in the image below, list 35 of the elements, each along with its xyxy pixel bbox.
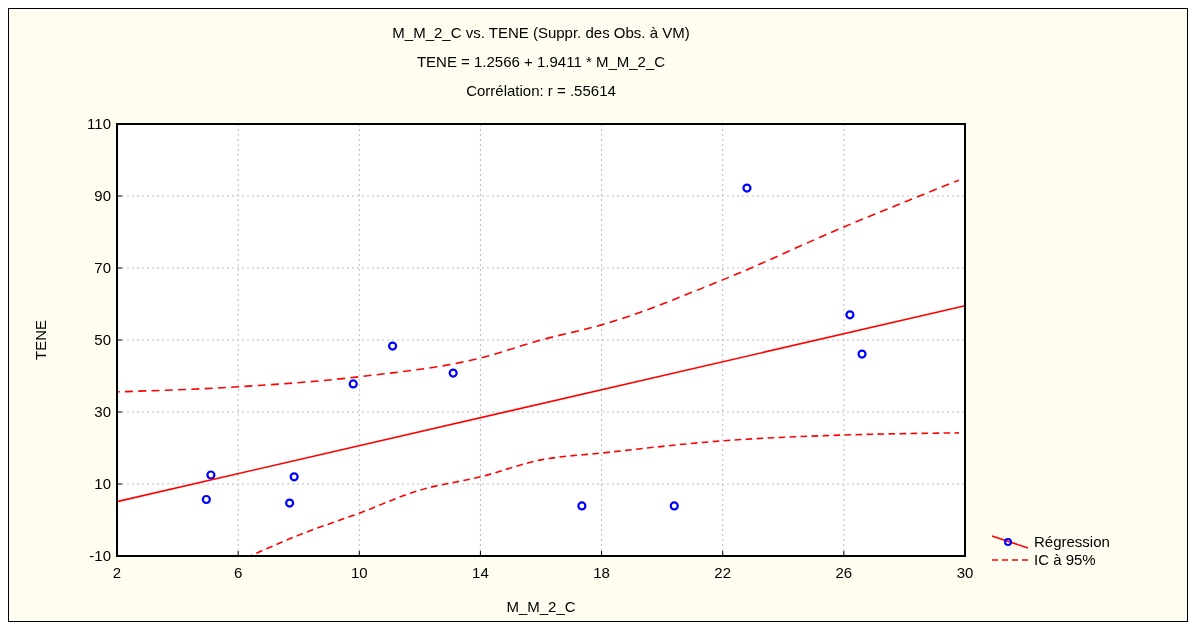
x-tick-label: 22 <box>714 564 732 581</box>
x-tick-label: 26 <box>835 564 853 581</box>
point <box>857 349 867 359</box>
y-tick-label: 50 <box>94 331 111 348</box>
point <box>669 501 679 511</box>
y-tick-label: 10 <box>94 475 111 492</box>
point <box>845 310 855 320</box>
chart-subtitle: TENE = 1.2566 + 1.9411 * M_M_2_C <box>416 53 666 70</box>
x-axis-title: M_M_2_C <box>506 598 576 615</box>
y-axis-title: TENE <box>32 319 49 361</box>
point <box>448 368 458 378</box>
legend-label: IC à 95% <box>1034 551 1096 568</box>
x-tick-label: 18 <box>593 564 610 581</box>
x-tick-label: 2 <box>112 564 122 581</box>
point <box>206 470 216 480</box>
text: Corrélation: r = .55614 <box>466 82 616 99</box>
x-tick-label: 30 <box>956 564 974 581</box>
point <box>285 498 295 508</box>
x-tick-label: 10 <box>350 564 368 581</box>
legend-label: Régression <box>1034 533 1110 550</box>
y-tick-label: 70 <box>94 259 111 276</box>
x-tick-label: 6 <box>233 564 243 581</box>
point <box>742 183 752 193</box>
point <box>348 379 358 389</box>
point <box>289 472 299 482</box>
x-tick-label: 14 <box>472 564 489 581</box>
y-tick-label: 110 <box>87 115 111 132</box>
point <box>201 494 211 505</box>
point <box>577 501 587 511</box>
y-tick-label: 30 <box>94 403 111 420</box>
point <box>388 341 398 351</box>
y-tick-label: 90 <box>94 187 111 204</box>
line-series <box>116 179 960 393</box>
chart-title: M_M_2_C vs. TENE (Suppr. des Obs. à VM) <box>392 24 690 41</box>
y-tick-label: -10 <box>89 547 111 564</box>
